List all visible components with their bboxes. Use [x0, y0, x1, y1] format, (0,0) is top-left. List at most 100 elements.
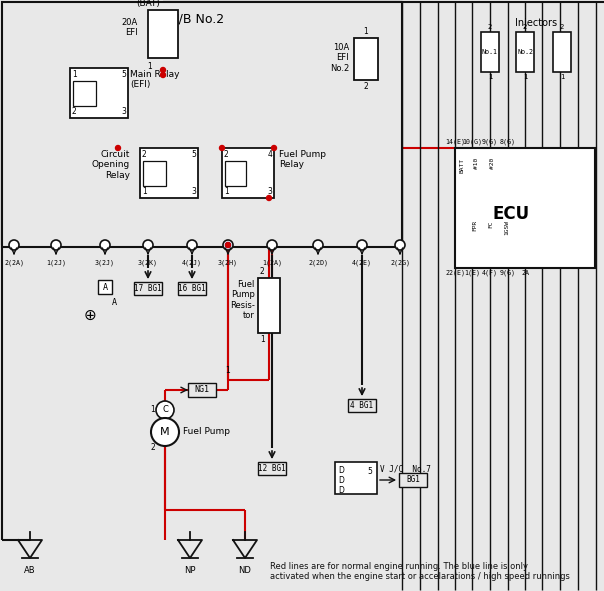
Bar — [258, 462, 286, 475]
Text: Fuel Pump: Fuel Pump — [183, 427, 230, 437]
Text: 1(2A): 1(2A) — [262, 260, 282, 267]
Text: No.1: No.1 — [482, 49, 498, 55]
Bar — [178, 282, 206, 295]
Text: 12 BG1: 12 BG1 — [258, 464, 286, 473]
Text: No.2: No.2 — [517, 49, 533, 55]
Text: Red lines are for normal engine running. The blue line is only
activated when th: Red lines are for normal engine running.… — [270, 562, 570, 582]
Text: BATT: BATT — [460, 158, 465, 173]
Text: Injectors: Injectors — [515, 18, 557, 28]
Text: 20A
EFI: 20A EFI — [122, 18, 138, 37]
Text: 22(E): 22(E) — [445, 270, 465, 277]
Text: 4: 4 — [267, 150, 272, 159]
Circle shape — [143, 240, 153, 250]
Circle shape — [100, 240, 110, 250]
Text: ⊕: ⊕ — [83, 307, 97, 323]
Text: FPR: FPR — [472, 220, 477, 231]
Bar — [98, 280, 112, 294]
Text: 2: 2 — [72, 107, 77, 116]
Text: V J/C  No.7: V J/C No.7 — [380, 464, 431, 473]
Text: 1(2J): 1(2J) — [46, 260, 66, 267]
Text: 14(E): 14(E) — [445, 138, 465, 145]
Bar — [335, 462, 377, 494]
Text: 17 BG1: 17 BG1 — [134, 284, 162, 293]
Circle shape — [267, 240, 277, 250]
Bar — [258, 278, 280, 333]
Text: 3: 3 — [121, 107, 126, 116]
Text: 1: 1 — [147, 62, 152, 71]
Circle shape — [225, 242, 231, 248]
Text: A: A — [103, 282, 108, 291]
Text: 2(2G): 2(2G) — [390, 260, 410, 267]
Bar — [348, 399, 376, 412]
Text: 3(2J): 3(2J) — [95, 260, 115, 267]
Text: 1: 1 — [224, 187, 229, 196]
Text: 2: 2 — [364, 82, 368, 91]
Text: 2: 2 — [224, 150, 229, 159]
Text: J/B No.2: J/B No.2 — [175, 13, 225, 26]
Text: 5: 5 — [367, 467, 372, 476]
Bar — [222, 148, 274, 198]
Text: 2: 2 — [142, 150, 147, 159]
Text: C: C — [162, 405, 168, 414]
Circle shape — [223, 240, 233, 250]
Circle shape — [115, 145, 121, 151]
Circle shape — [156, 401, 174, 419]
Text: D: D — [338, 466, 344, 475]
Bar — [73, 80, 96, 106]
Text: 1(E): 1(E) — [464, 270, 480, 277]
Text: D: D — [338, 476, 344, 485]
Text: Circuit
Opening
Relay: Circuit Opening Relay — [92, 150, 130, 180]
Bar — [455, 148, 595, 268]
Bar — [399, 473, 427, 487]
Text: 1: 1 — [364, 27, 368, 36]
Text: 9(G): 9(G) — [500, 270, 516, 277]
Text: 16 BG1: 16 BG1 — [178, 284, 206, 293]
Bar — [2, 2, 402, 247]
Bar — [148, 10, 178, 58]
Circle shape — [9, 240, 19, 250]
Text: 2: 2 — [560, 24, 564, 30]
Circle shape — [395, 240, 405, 250]
Text: #20: #20 — [490, 158, 495, 169]
Text: 2(2A): 2(2A) — [4, 260, 24, 267]
Circle shape — [161, 73, 165, 77]
Circle shape — [313, 240, 323, 250]
Text: 1: 1 — [225, 366, 230, 375]
Circle shape — [161, 67, 165, 73]
Text: 5: 5 — [121, 70, 126, 79]
Circle shape — [219, 145, 225, 151]
Text: 1: 1 — [522, 74, 527, 80]
Text: 2: 2 — [488, 24, 492, 30]
Text: 1GSW: 1GSW — [504, 220, 509, 235]
Text: 1: 1 — [488, 74, 492, 80]
Text: 10A
EFI
No.2: 10A EFI No.2 — [330, 43, 349, 73]
Bar — [134, 282, 162, 295]
Text: 1: 1 — [260, 335, 265, 344]
Text: 1: 1 — [560, 74, 564, 80]
Text: NP: NP — [184, 566, 196, 575]
Text: 1: 1 — [72, 70, 77, 79]
Text: BG1: BG1 — [406, 476, 420, 485]
Text: (BAT): (BAT) — [136, 0, 160, 8]
Bar — [143, 161, 166, 186]
Text: 3: 3 — [191, 187, 196, 196]
Text: 1: 1 — [142, 187, 147, 196]
Bar — [70, 68, 128, 118]
Circle shape — [357, 240, 367, 250]
Text: 10(G): 10(G) — [462, 138, 482, 145]
Circle shape — [225, 242, 231, 248]
Text: D: D — [338, 486, 344, 495]
Text: 4(F): 4(F) — [482, 270, 498, 277]
Text: Main Relay
(EFI): Main Relay (EFI) — [130, 70, 179, 89]
Text: 4(2E): 4(2E) — [352, 260, 372, 267]
Text: Fuel
Pump
Resis-
tor: Fuel Pump Resis- tor — [230, 280, 255, 320]
Bar — [140, 148, 198, 198]
Circle shape — [187, 240, 197, 250]
Text: 5: 5 — [191, 150, 196, 159]
Text: 2: 2 — [260, 267, 265, 276]
Bar — [225, 161, 246, 186]
Text: 3(2K): 3(2K) — [138, 260, 158, 267]
Text: ND: ND — [239, 566, 251, 575]
Circle shape — [272, 145, 277, 151]
Text: 8(G): 8(G) — [500, 138, 516, 145]
